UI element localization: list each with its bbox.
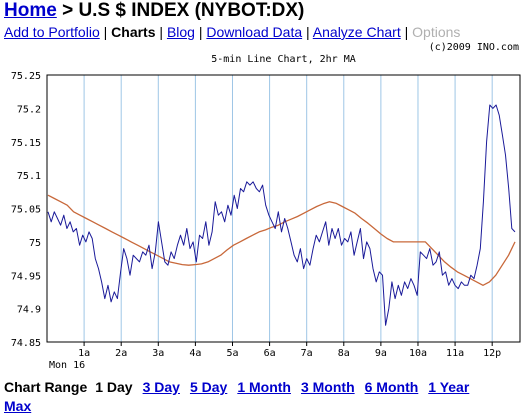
x-tick-label: 10a (409, 348, 427, 359)
range-option-1-month[interactable]: 1 Month (237, 379, 291, 395)
x-tick-label: 7a (301, 348, 313, 359)
blog-link[interactable]: Blog (166, 24, 195, 40)
nav-separator: | (302, 24, 313, 40)
title-separator: > (56, 0, 79, 21)
y-tick-label: 75.1 (17, 171, 41, 182)
x-tick-label: 3a (152, 348, 164, 359)
range-option-max[interactable]: Max (4, 398, 32, 414)
nav-separator: | (194, 24, 207, 40)
nav-separator: | (400, 24, 413, 40)
range-option-5-day[interactable]: 5 Day (189, 379, 228, 395)
range-current: 1 Day (95, 379, 133, 395)
x-tick-label: 11a (446, 348, 464, 359)
range-option-3-day[interactable]: 3 Day (142, 379, 180, 395)
x-tick-label: 5a (226, 348, 238, 359)
copyright-notice: (c)2009 INO.com (428, 42, 519, 53)
chart-range-label: Chart Range (4, 379, 88, 395)
charts-tab: Charts (111, 24, 156, 40)
add-to-portfolio-link[interactable]: Add to Portfolio (4, 24, 100, 40)
x-tick-label: 4a (189, 348, 201, 359)
y-tick-label: 75.25 (11, 71, 41, 82)
x-tick-label: 1a (78, 348, 90, 359)
chart-range-bar: Chart Range 1 Day 3 Day 5 Day 1 Month 3 Month… (4, 379, 469, 395)
date-label: Mon 16 (49, 360, 85, 371)
y-tick-label: 75.2 (17, 104, 41, 115)
moving-average-line (47, 194, 516, 286)
chart-svg: 5-min Line Chart, 2hr MA 75.25 75.2 75.15 75… (11, 54, 521, 371)
plot-frame (46, 74, 521, 343)
y-tick-label: 75.15 (11, 138, 41, 149)
x-tick-label: 6a (264, 348, 276, 359)
chart-title: 5-min Line Chart, 2hr MA (211, 54, 356, 65)
nav-separator: | (99, 24, 112, 40)
analyze-chart-link[interactable]: Analyze Chart (312, 24, 401, 40)
x-tick-label: 9a (375, 348, 387, 359)
instrument-title: U.S $ INDEX (NYBOT:DX) (78, 0, 305, 21)
chart-nav: Add to Portfolio | Charts | Blog | Downl… (4, 24, 460, 40)
y-tick-label: 74.9 (17, 305, 41, 316)
chart-range-max-row: Max (4, 398, 31, 414)
price-chart: 5-min Line Chart, 2hr MA 75.25 75.2 75.15 75… (0, 52, 525, 374)
y-tick-label: 75 (29, 238, 41, 249)
price-line (47, 104, 516, 326)
nav-separator: | (155, 24, 167, 40)
range-option-3-month[interactable]: 3 Month (300, 379, 355, 395)
range-option-1-year[interactable]: 1 Year (428, 379, 470, 395)
y-tick-label: 74.95 (11, 271, 41, 282)
x-tick-label: 12p (483, 348, 501, 359)
y-tick-label: 74.85 (11, 338, 41, 349)
range-option-6-month[interactable]: 6 Month (364, 379, 419, 395)
y-tick-label: 75.05 (11, 205, 41, 216)
x-tick-label: 8a (338, 348, 350, 359)
page-title: Home > U.S $ INDEX (NYBOT:DX) (4, 0, 304, 22)
options-link: Options (412, 24, 461, 40)
home-link[interactable]: Home (4, 0, 57, 21)
download-data-link[interactable]: Download Data (206, 24, 303, 40)
x-tick-label: 2a (115, 348, 127, 359)
